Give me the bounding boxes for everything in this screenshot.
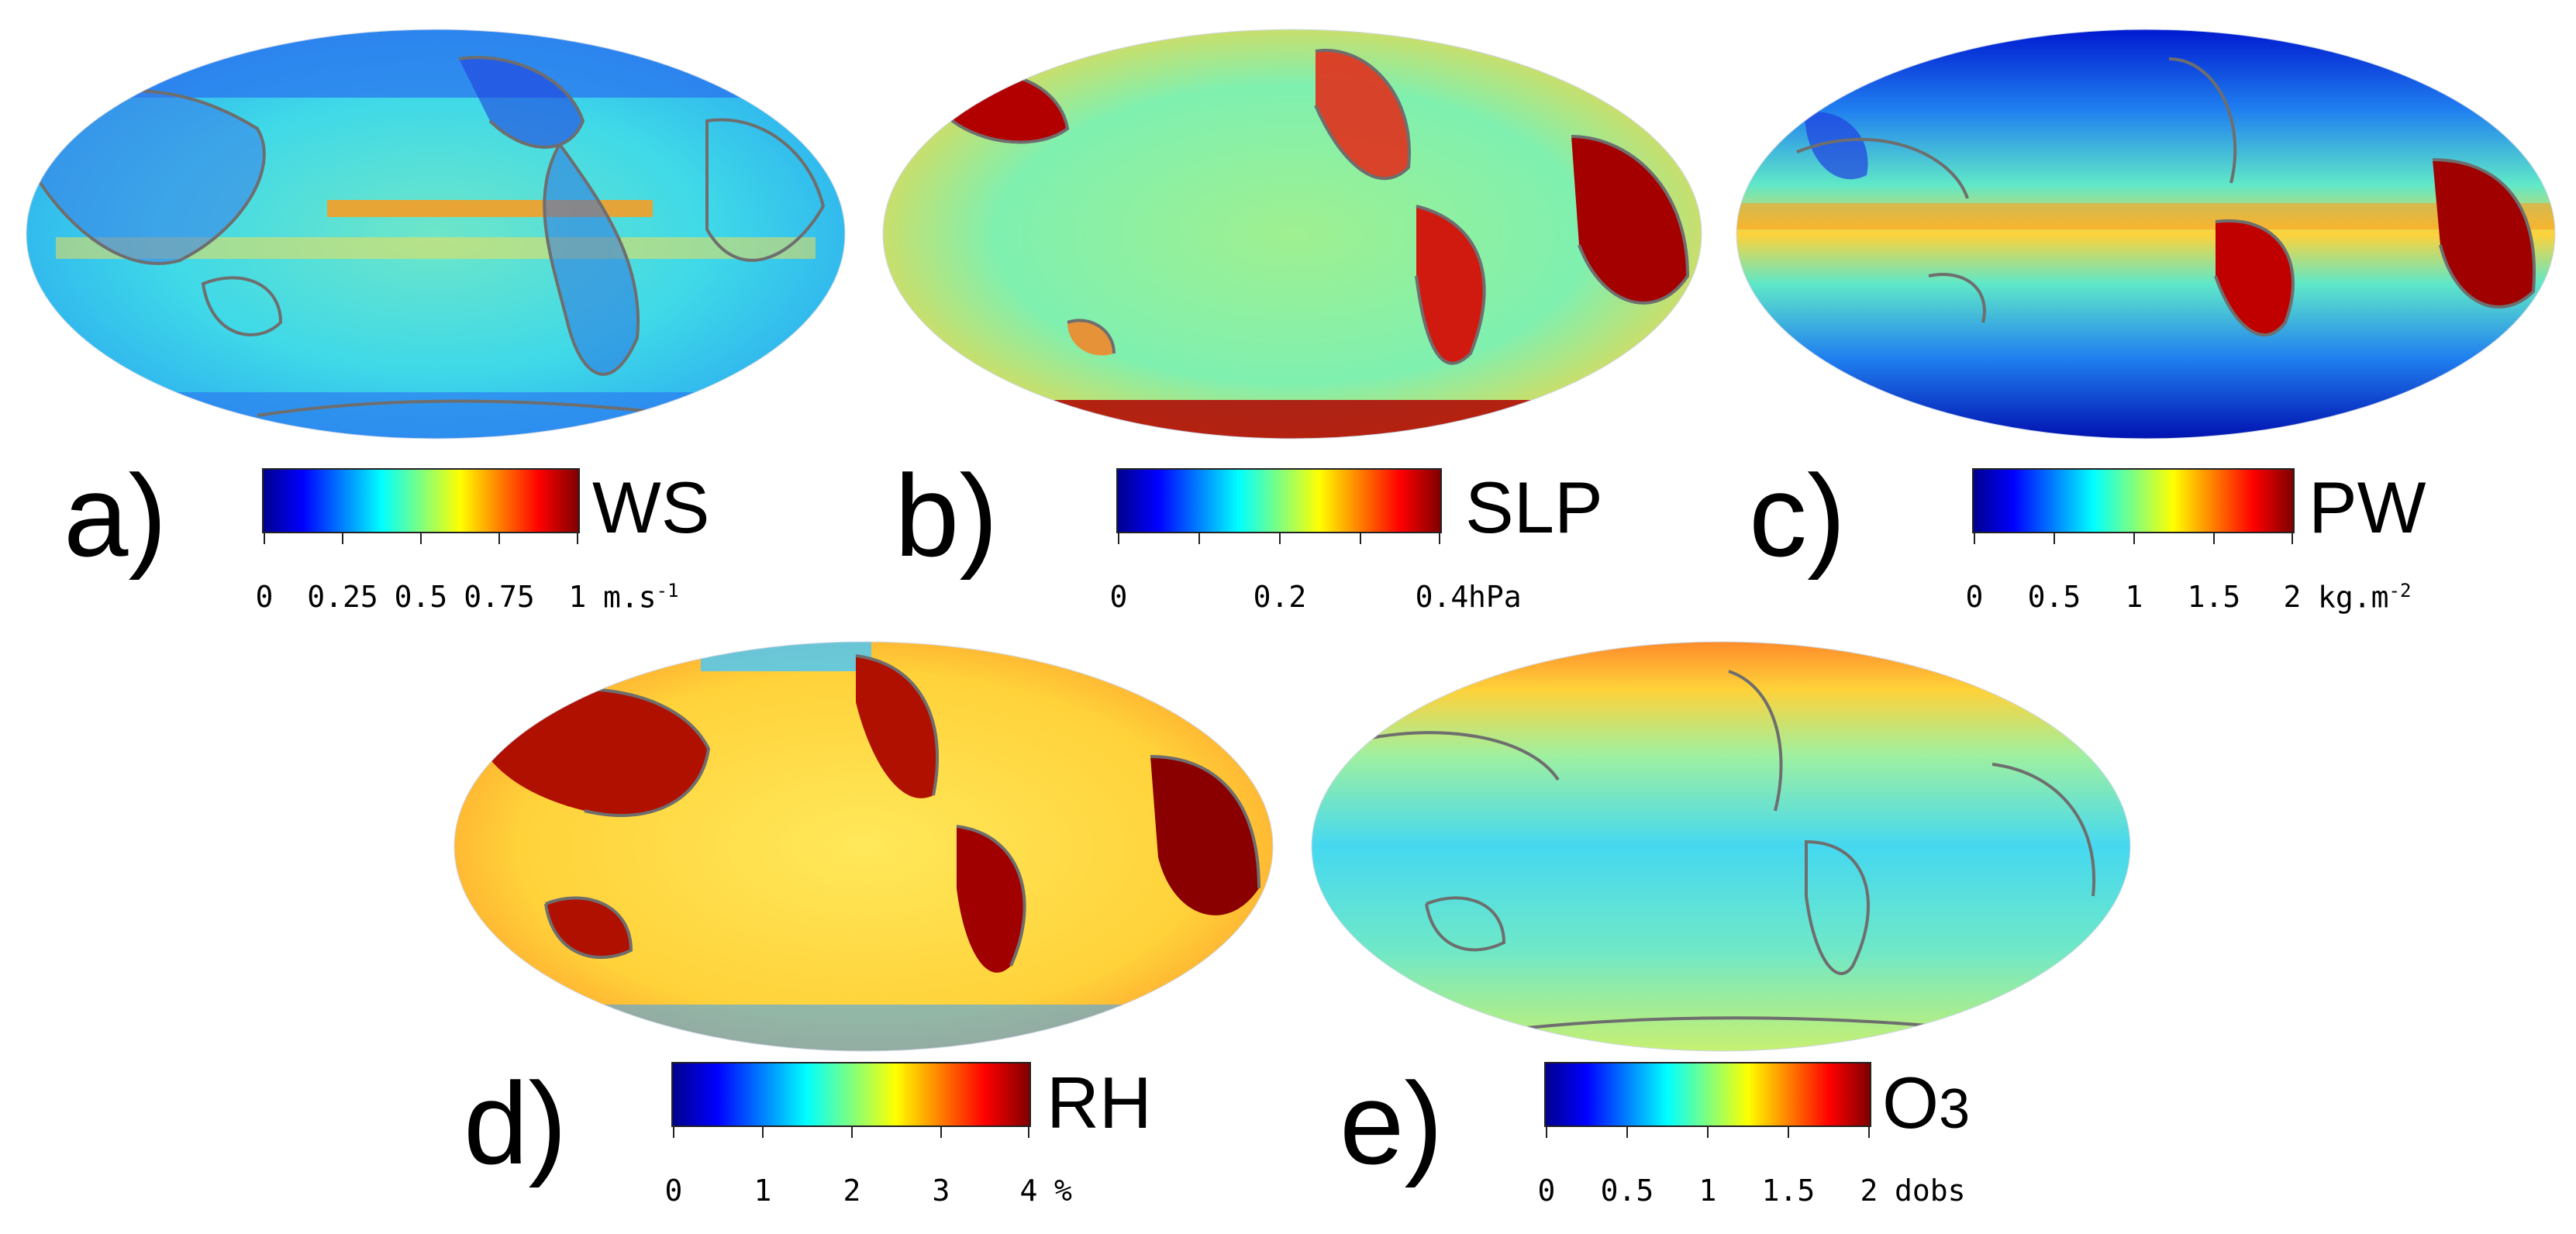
variable-pw: PW bbox=[2309, 467, 2426, 548]
tick-label: 0.5 bbox=[394, 580, 448, 614]
map-ws bbox=[26, 29, 846, 439]
tick-label: 2 bbox=[1860, 1174, 1878, 1208]
tick-label: 0.5 bbox=[1600, 1174, 1654, 1208]
panel-label-b: b) bbox=[895, 450, 998, 581]
colorbar-rh bbox=[671, 1062, 1031, 1127]
map-rh bbox=[453, 641, 1274, 1052]
map-pw bbox=[1736, 29, 2556, 439]
tick-label: 4 bbox=[1019, 1174, 1038, 1208]
tick-label: 2 bbox=[2283, 580, 2302, 614]
tick-label: 1 bbox=[753, 1174, 772, 1208]
tick-label: 1 bbox=[568, 580, 587, 614]
tick-label: 0 bbox=[664, 1174, 683, 1208]
unit-pw: kg.m-2 bbox=[2318, 580, 2412, 615]
unit-rh: % bbox=[1054, 1174, 1072, 1208]
unit-o3: dobs bbox=[1895, 1174, 1966, 1208]
tick-label: 0 bbox=[255, 580, 274, 614]
tick-label: 3 bbox=[932, 1174, 950, 1208]
colorbar-o3 bbox=[1544, 1062, 1871, 1127]
colorbar-pw bbox=[1972, 468, 2295, 533]
unit-ws: m.s-1 bbox=[603, 580, 679, 615]
colorbar-ticks-o3 bbox=[1546, 1127, 1870, 1138]
tick-label: 0.75 bbox=[464, 580, 535, 614]
colorbar-ticks-pw bbox=[1974, 533, 2293, 544]
tick-label: 0.2 bbox=[1253, 580, 1307, 614]
tick-label: 2 bbox=[843, 1174, 861, 1208]
tick-label: 1 bbox=[1698, 1174, 1717, 1208]
tick-label: 0 bbox=[1965, 580, 1984, 614]
colorbar-ticks-slp bbox=[1118, 533, 1440, 544]
variable-o3: O3 bbox=[1882, 1062, 1971, 1143]
panel-label-d: d) bbox=[464, 1058, 567, 1188]
variable-slp: SLP bbox=[1465, 467, 1603, 548]
tick-label: 1 bbox=[2125, 580, 2143, 614]
colorbar-ws bbox=[262, 468, 580, 533]
tick-label: 0 bbox=[1537, 1174, 1556, 1208]
tick-label: 1.5 bbox=[1761, 1174, 1816, 1208]
variable-ws: WS bbox=[592, 467, 710, 548]
map-slp bbox=[882, 29, 1702, 439]
map-o3 bbox=[1311, 641, 2131, 1052]
tick-label: 0 bbox=[1109, 580, 1128, 614]
panel-label-c: c) bbox=[1749, 450, 1846, 581]
variable-rh: RH bbox=[1047, 1062, 1152, 1143]
tick-label: 0.4 bbox=[1415, 580, 1469, 614]
panel-label-a: a) bbox=[64, 450, 167, 581]
tick-label: 0.25 bbox=[307, 580, 378, 614]
colorbar-ticks-ws bbox=[264, 533, 578, 544]
colorbar-ticks-rh bbox=[673, 1127, 1029, 1138]
unit-slp: hPa bbox=[1468, 580, 1522, 614]
tick-label: 0.5 bbox=[2027, 580, 2081, 614]
colorbar-slp bbox=[1116, 468, 1442, 533]
tick-label: 1.5 bbox=[2187, 580, 2241, 614]
panel-label-e: e) bbox=[1340, 1058, 1443, 1188]
